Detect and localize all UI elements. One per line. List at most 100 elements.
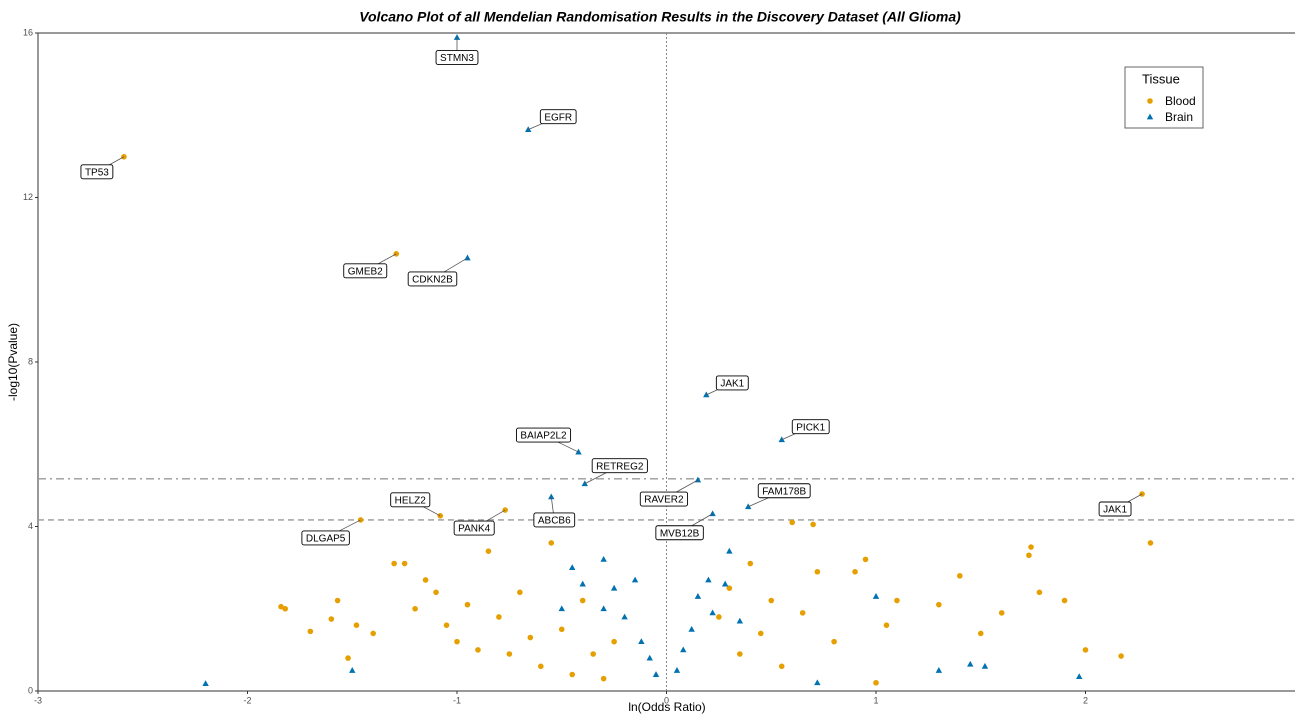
point [935, 667, 943, 673]
point [517, 589, 523, 596]
point [282, 605, 289, 612]
legend-title: Tissue [1142, 71, 1180, 86]
point [737, 651, 743, 657]
point-label: RETREG2 [596, 461, 644, 472]
x-axis-label: ln(Odds Ratio) [628, 700, 705, 714]
point [957, 573, 963, 579]
point-label: PANK4 [458, 524, 490, 535]
label-box [715, 375, 749, 391]
label-box [435, 50, 479, 65]
point [525, 126, 532, 133]
chart-title: Volcano Plot of all Mendelian Randomisat… [359, 9, 961, 25]
legend-box [1124, 66, 1204, 129]
point-label: CDKN2B [412, 275, 453, 286]
point [694, 593, 702, 599]
point [579, 597, 586, 604]
point [883, 622, 890, 628]
point [611, 638, 617, 645]
point [936, 601, 942, 608]
point [475, 647, 481, 653]
point [998, 610, 1005, 616]
point [680, 646, 687, 653]
point [278, 603, 284, 610]
point [977, 630, 984, 637]
point-label: ABCB6 [538, 516, 571, 527]
x-tick-label: 2 [1083, 695, 1088, 705]
point [600, 675, 607, 682]
y-tick-label: 12 [23, 192, 33, 202]
point-label: DLGAP5 [306, 534, 346, 545]
point [1026, 552, 1032, 559]
label-box [791, 419, 830, 435]
point [814, 568, 821, 575]
point [757, 630, 764, 637]
point [454, 638, 460, 645]
point [590, 651, 596, 657]
point [538, 663, 544, 670]
point-label: PICK1 [796, 422, 825, 433]
point [810, 521, 816, 528]
point [391, 560, 397, 567]
point [353, 622, 360, 628]
point [789, 519, 795, 526]
y-axis-label: -log10(Pvalue) [6, 323, 20, 401]
legend-label: Blood [1165, 94, 1196, 108]
x-tick-label: -3 [34, 695, 42, 705]
point [412, 605, 418, 612]
x-tick-label: -2 [243, 695, 251, 705]
point [370, 630, 377, 637]
point-label: EGFR [544, 112, 572, 123]
label-box [539, 109, 577, 125]
point [558, 605, 565, 612]
point [646, 654, 653, 661]
point-label: RAVER2 [644, 495, 684, 506]
point [202, 680, 209, 686]
labels: TP53 GMEB2 HELZ2 PANK4 DLGAP5 JAK1 STMN3 EGFR CD… [80, 37, 1143, 546]
point [721, 580, 729, 587]
point [621, 613, 628, 620]
point [453, 34, 461, 40]
point [610, 584, 618, 591]
x-tick-label: 0 [664, 695, 669, 705]
legend-label: Brain [1165, 110, 1193, 124]
label-box [390, 492, 431, 508]
point [569, 671, 576, 678]
x-tick-label: 1 [873, 695, 878, 705]
point-label: HELZ2 [395, 495, 427, 506]
point [548, 493, 555, 500]
point [716, 614, 722, 620]
point [328, 616, 335, 622]
point [527, 634, 534, 641]
y-tick-label: 8 [28, 356, 33, 366]
label-box [407, 271, 458, 287]
point [575, 448, 582, 455]
y-tick-label: 16 [23, 27, 33, 37]
point [1082, 647, 1089, 653]
point [894, 597, 900, 604]
point [673, 667, 681, 673]
point [967, 660, 974, 667]
legend-marker [1146, 113, 1154, 120]
label-box [453, 520, 495, 536]
point [464, 601, 471, 608]
point [709, 609, 716, 616]
label-box [515, 427, 572, 443]
legend: Tissue Blood Brain [1124, 66, 1204, 129]
point [579, 580, 586, 587]
point [349, 667, 356, 673]
label-box [301, 530, 350, 546]
point [981, 662, 989, 669]
label-box [80, 164, 114, 180]
point [799, 610, 806, 616]
point [652, 671, 660, 677]
point [548, 540, 555, 546]
point [443, 622, 450, 628]
label-box [655, 525, 704, 541]
point [422, 577, 429, 583]
point [778, 436, 785, 443]
point [496, 614, 502, 620]
point [581, 480, 588, 487]
point [814, 679, 821, 686]
point [736, 617, 744, 624]
